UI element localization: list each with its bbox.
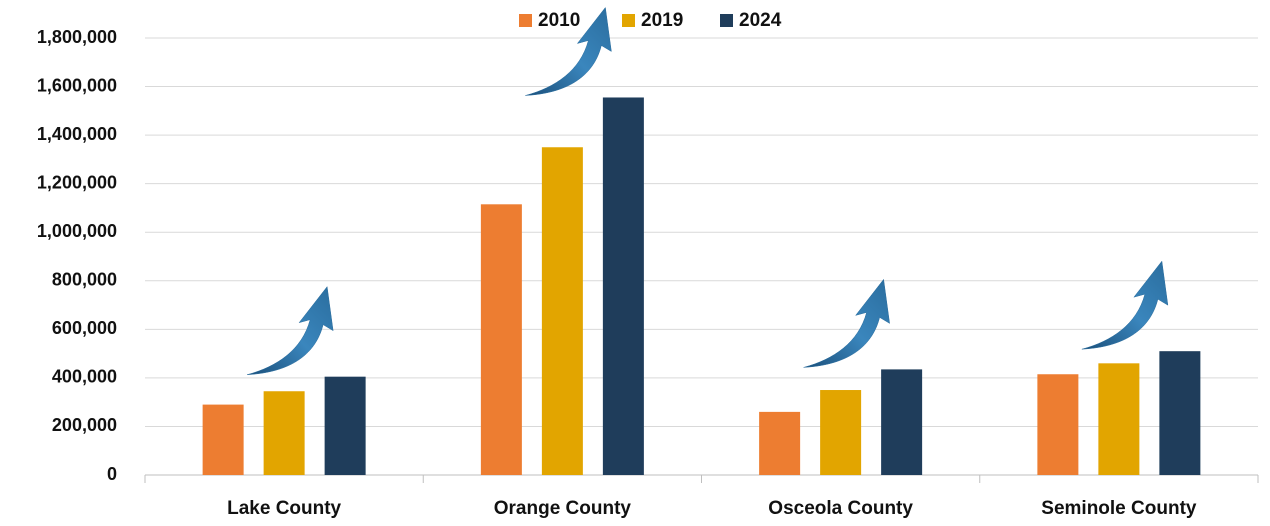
bar [541, 147, 583, 475]
bar [263, 391, 305, 475]
x-tick-label: Osceola County [768, 498, 913, 519]
bar [480, 204, 522, 475]
bar [1098, 363, 1140, 475]
legend-label: 2024 [739, 10, 782, 31]
growth-arrow [525, 6, 612, 96]
bar [1159, 351, 1201, 475]
y-tick-label: 1,000,000 [37, 221, 117, 241]
bar [759, 411, 801, 475]
y-tick-label: 1,400,000 [37, 124, 117, 144]
y-tick-label: 0 [107, 464, 117, 484]
legend-swatch [720, 14, 733, 27]
bar [324, 376, 366, 475]
y-tick-label: 800,000 [52, 270, 117, 290]
y-tick-label: 600,000 [52, 318, 117, 338]
y-tick-label: 400,000 [52, 367, 117, 387]
x-tick-label: Lake County [227, 498, 341, 519]
y-tick-label: 1,200,000 [37, 172, 117, 192]
y-tick-label: 1,600,000 [37, 75, 117, 95]
bar [820, 390, 862, 475]
growth-arrow [803, 278, 890, 368]
bar [602, 97, 644, 475]
growth-arrow [1081, 260, 1169, 350]
legend-label: 2019 [641, 10, 683, 31]
bar [881, 369, 923, 475]
bar [1037, 374, 1079, 475]
growth-arrow [247, 286, 334, 375]
x-tick-label: Seminole County [1041, 498, 1197, 519]
y-tick-label: 200,000 [52, 415, 117, 435]
legend-swatch [622, 14, 635, 27]
y-tick-label: 1,800,000 [37, 27, 117, 47]
x-tick-label: Orange County [494, 498, 632, 519]
bar [202, 404, 244, 475]
legend-swatch [519, 14, 532, 27]
legend-label: 2010 [538, 10, 580, 31]
